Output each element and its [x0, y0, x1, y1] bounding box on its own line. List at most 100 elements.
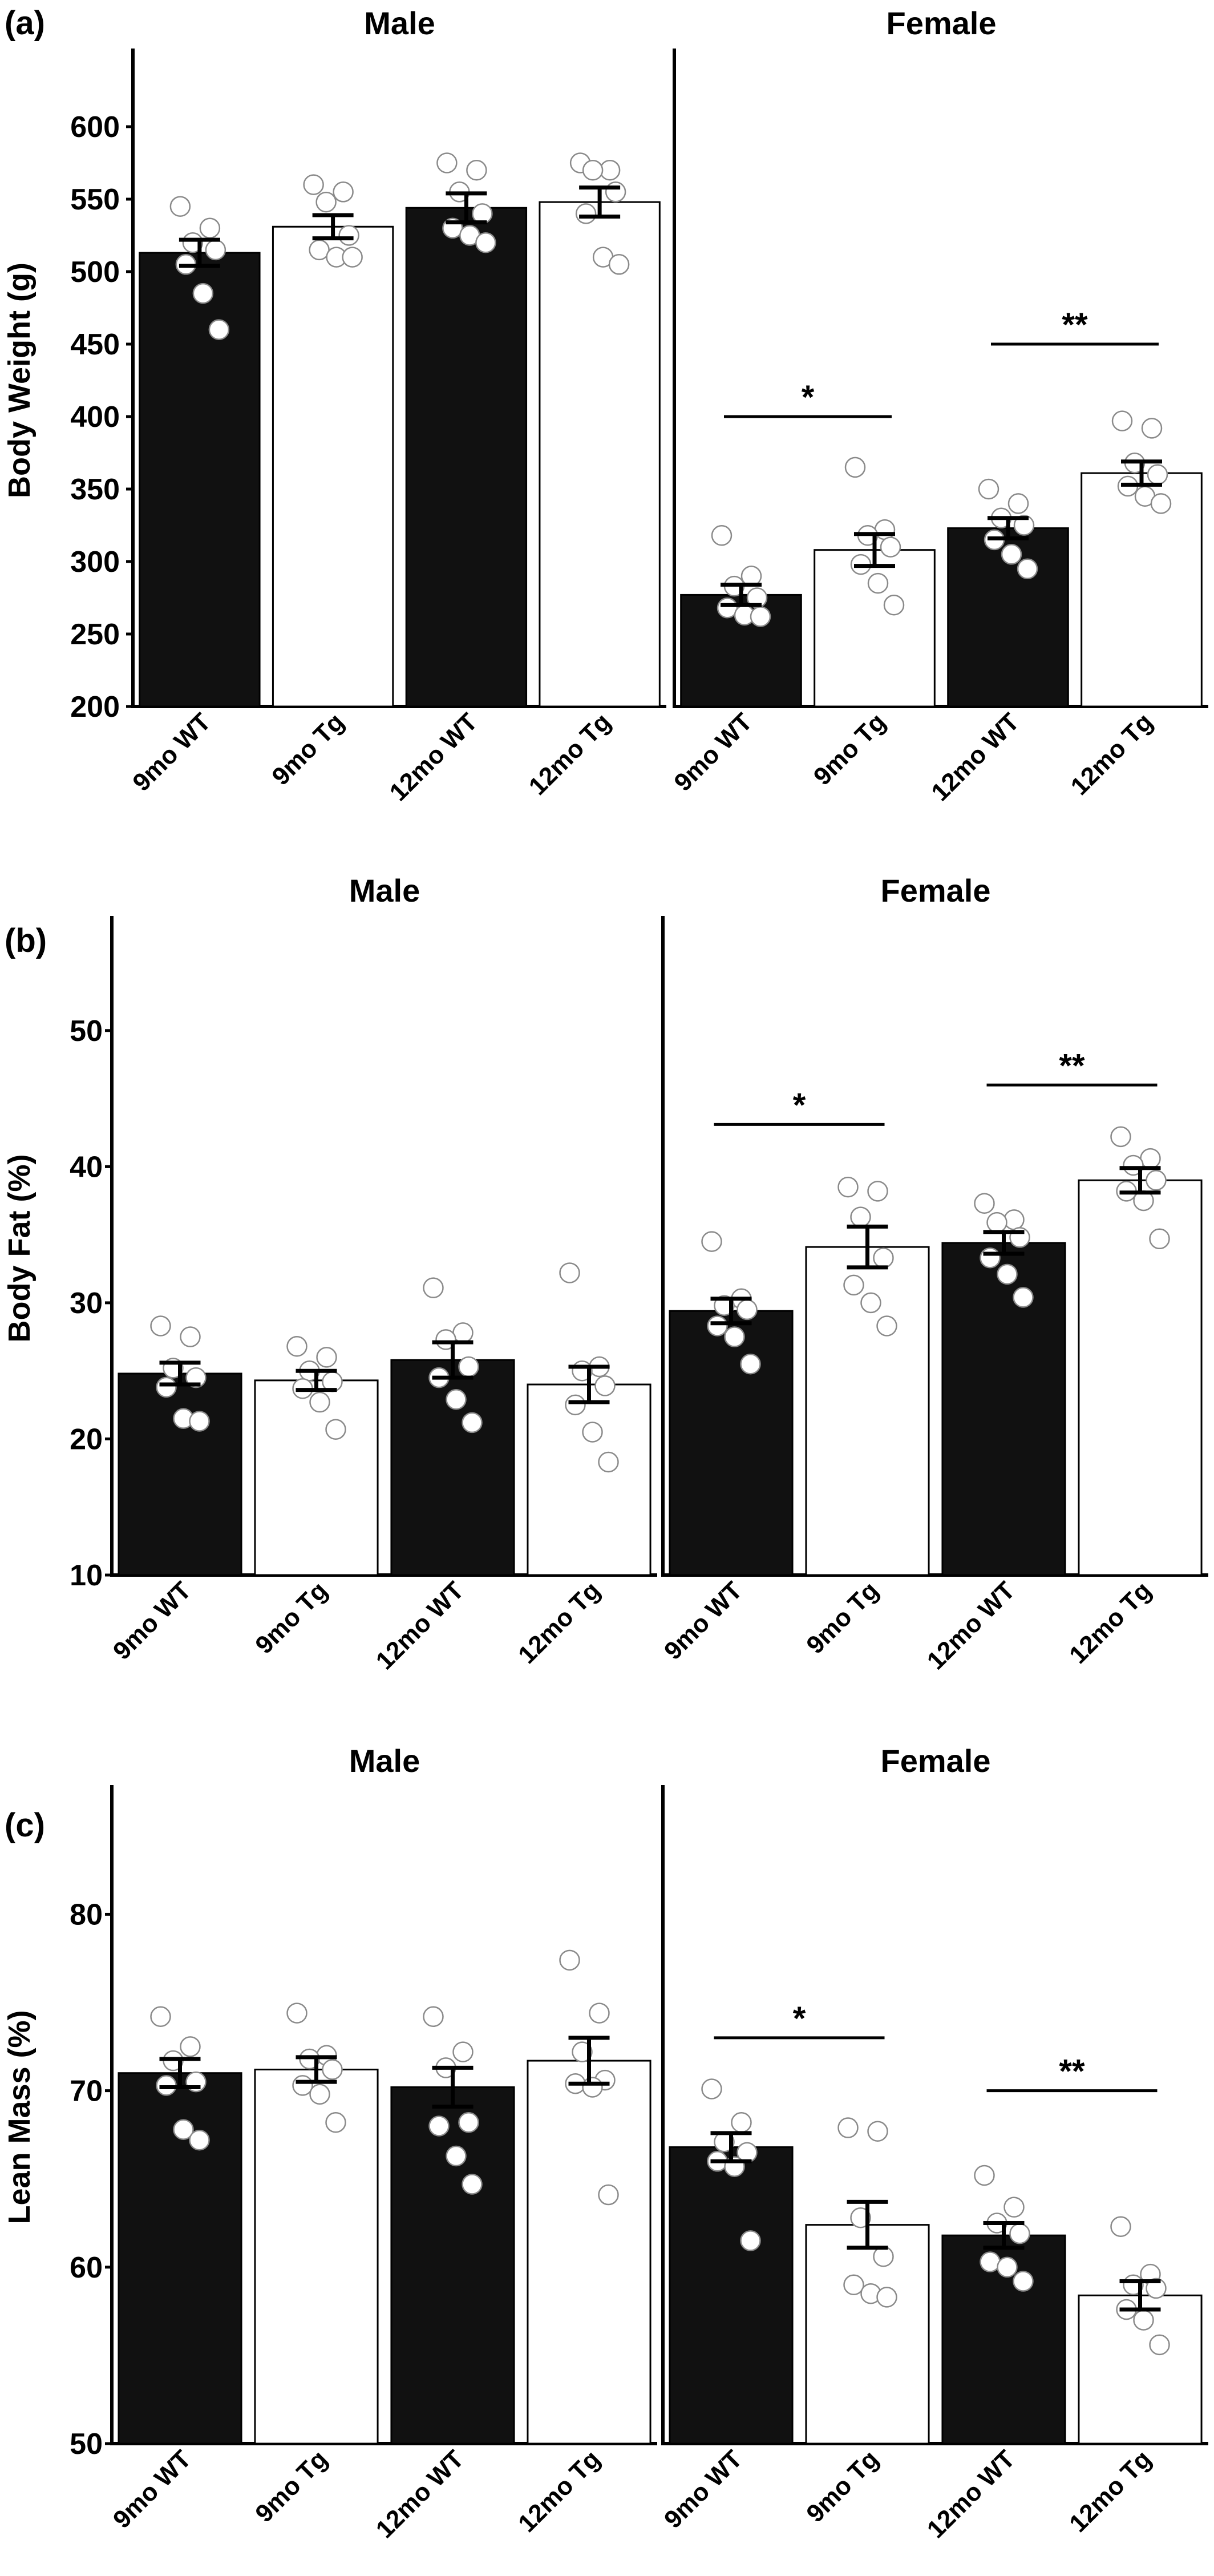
panel-c-facet-female-data-point	[974, 2165, 995, 2186]
panel-a-y-tick-label: 450	[70, 328, 120, 361]
panel-c-facet-male-data-point	[309, 2084, 330, 2105]
panel-b-facet-female-significance-label: **	[1059, 1047, 1085, 1084]
panel-b-facet-female-data-point	[867, 1181, 888, 1202]
panel-a-facet-female-error-bar	[721, 583, 762, 607]
panel-c-facet-male-data-point	[462, 2174, 483, 2195]
panel-c-facet-male-data-point	[292, 2075, 313, 2096]
panel-c-facet-female-data-point	[1133, 2309, 1154, 2331]
panel-b-y-tick-label: 40	[70, 1150, 103, 1184]
panel-a-facet-male-error-bar	[446, 191, 487, 225]
panel-b-facet-female-data-point	[850, 1206, 871, 1228]
panel-a-y-tick-label: 500	[70, 256, 120, 289]
panel-a-facet-male-error-bar	[312, 213, 354, 241]
panel-b-facet-female-error-bar	[983, 1230, 1025, 1256]
panel-c-facet-female-error-bar	[847, 2199, 888, 2250]
panel-c-facet-female-data-point	[1110, 2216, 1131, 2237]
panel-b-facet-male-bar	[118, 1372, 242, 1576]
panel-b-facet-female-data-point	[974, 1193, 995, 1214]
panel-a-y-tick-label: 600	[70, 111, 120, 144]
panel-a-facet-male-bar	[139, 252, 261, 708]
panel-b-facet-male-data-point	[423, 1277, 444, 1298]
panel-b-facet-female-bar	[941, 1242, 1066, 1576]
panel-a-facet-male-data-point	[436, 152, 458, 173]
panel-b-facet-female-data-point	[701, 1231, 722, 1252]
panel-b-facet-female-error-bar	[710, 1297, 752, 1326]
panel-b-facet-male-error-bar	[432, 1340, 474, 1380]
panel-a-facet-male-data-point	[575, 203, 597, 224]
panel-b-facet-female-data-point	[876, 1315, 897, 1337]
panel-b-facet-male-data-point	[189, 1411, 210, 1432]
panel-c-facet-female-significance-label: **	[1059, 2053, 1085, 2090]
panel-a-facet-female-error-bar	[1121, 459, 1162, 487]
panel-a-facet-female-data-point	[978, 478, 999, 500]
panel-b-label: (b)	[5, 922, 47, 959]
panel-b-facet-female-data-point	[724, 1326, 745, 1347]
panel-a-facet-female-data-point	[1111, 410, 1133, 431]
panel-b-y-tick-label: 20	[70, 1423, 103, 1456]
panel-b-facet-female-data-point	[1146, 1169, 1167, 1191]
panel-b-facet-female-title: Female	[881, 873, 991, 909]
panel-b-facet-male-error-bar	[568, 1364, 610, 1404]
panel-a-facet-male-data-point	[342, 247, 363, 268]
panel-b-facet-male-data-point	[446, 1389, 467, 1410]
panel-a-facet-female-data-point	[750, 606, 771, 627]
panel-b-facet-female-data-point	[986, 1212, 1007, 1233]
panel-c-facet-male-data-point	[589, 2002, 610, 2024]
panel-b-facet-male-data-point	[316, 1347, 337, 1368]
panel-a-y-tick-label: 200	[70, 691, 120, 724]
panel-b-facet-male-title: Male	[349, 873, 420, 909]
panel-c-facet-male-error-bar	[432, 2065, 474, 2109]
panel-c-facet-female-data-point	[701, 2078, 722, 2099]
panel-b-facet-male-error-bar	[159, 1360, 201, 1387]
chart-root: Body Weight (g) 200 250 300 350 400 450 500 550 6…	[2, 5, 1208, 2543]
panel-b-facet-female-data-point	[860, 1292, 881, 1314]
panel-c-facet-female-data-point	[867, 2121, 888, 2142]
panel-a-facet-male-data-point	[303, 174, 324, 195]
panel-b-facet-female-data-point	[1013, 1287, 1034, 1308]
panel-b-facet-female-data-point	[737, 1299, 758, 1321]
panel-b-facet-male-data-point	[325, 1419, 346, 1440]
panel-a-facet-male-data-point	[333, 181, 354, 203]
panel-c-facet-male-bar	[527, 2060, 651, 2445]
panel-c-facet-male-bar	[390, 2086, 515, 2445]
panel-b-facet-female-data-point	[843, 1274, 864, 1296]
panel-b-facet-female-data-point	[980, 1247, 1001, 1269]
panel-c-facet-male-data-point	[189, 2129, 210, 2151]
panel-a-facet-male-data-point	[315, 191, 337, 213]
panel-c-y-tick-label: 60	[70, 2251, 103, 2284]
panel-b-facet-male-data-point	[150, 1315, 171, 1337]
panel-b-facet-male-data-point	[156, 1376, 177, 1398]
panel-b-facet-female-data-point	[1110, 1126, 1131, 1148]
panel-c-facet-male-error-bar	[296, 2055, 337, 2084]
panel-b-facet-female-error-bar	[1119, 1166, 1161, 1195]
panel-b-facet-female-data-point	[1149, 1228, 1170, 1250]
panel-b-facet-male-data-point	[559, 1262, 580, 1283]
panel-b-facet-male-data-point	[594, 1375, 616, 1396]
panel-a-facet-female-data-point	[1150, 493, 1172, 514]
panel-b-facet-male-data-point	[309, 1391, 330, 1413]
panel-c-facet-female-significance-label: *	[793, 2000, 806, 2037]
panel-a-facet-female-significance-label: *	[802, 379, 815, 416]
panel-a-facet-female-error-bar	[988, 516, 1029, 540]
panel-c-facet-male-title: Male	[349, 1743, 420, 1779]
panel-c-facet-male-data-point	[458, 2112, 479, 2133]
panel-a-facet-male-data-point	[605, 181, 626, 203]
panel-a-facet-male-data-point	[192, 282, 214, 304]
panel-c-facet-female-data-point	[980, 2251, 1001, 2272]
panel-a-y-tick-label: 550	[70, 183, 120, 216]
panel-a-facet-male-error-bar	[579, 185, 621, 219]
panel-b-y-axis-label: Body Fat (%)	[2, 1154, 37, 1343]
panel-a-y-tick-label: 250	[70, 618, 120, 651]
panel-a-facet-female-significance-label: **	[1062, 306, 1088, 344]
panel-a-facet-male-bar	[539, 201, 661, 708]
panel-b-y-tick-label: 30	[70, 1287, 103, 1320]
panel-b-facet-male-bar	[254, 1379, 379, 1576]
panel-a-facet-female-bar	[814, 549, 936, 708]
panel-c-facet-male-data-point	[582, 2077, 603, 2098]
panel-b-facet-male-data-point	[598, 1451, 619, 1473]
panel-c-facet-male-data-point	[322, 2059, 343, 2080]
panel-a-facet-female-data-point	[1017, 558, 1038, 579]
panel-a-facet-male-data-point	[199, 217, 221, 239]
panel-b-facet-female-data-point	[1003, 1209, 1025, 1230]
